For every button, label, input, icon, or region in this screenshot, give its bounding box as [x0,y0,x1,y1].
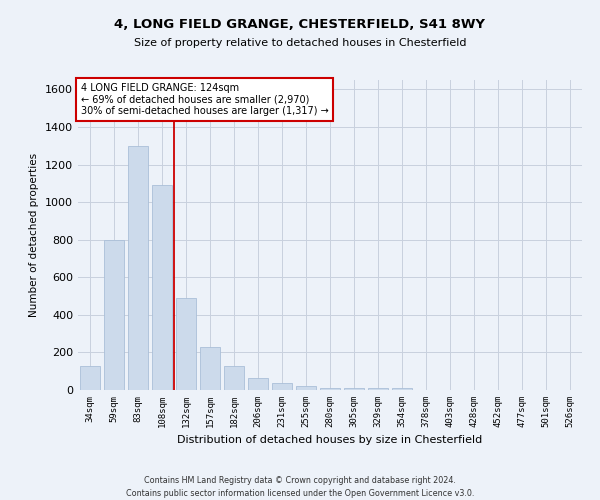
Bar [344,388,364,390]
Text: Size of property relative to detached houses in Chesterfield: Size of property relative to detached ho… [134,38,466,48]
Text: Contains HM Land Registry data © Crown copyright and database right 2024.
Contai: Contains HM Land Registry data © Crown c… [126,476,474,498]
Bar [128,146,148,390]
Bar [200,347,220,390]
Bar [320,388,340,390]
Bar [80,366,100,390]
Text: 4, LONG FIELD GRANGE, CHESTERFIELD, S41 8WY: 4, LONG FIELD GRANGE, CHESTERFIELD, S41 … [115,18,485,30]
Bar [296,386,316,390]
Bar [272,384,292,390]
Text: 4 LONG FIELD GRANGE: 124sqm
← 69% of detached houses are smaller (2,970)
30% of : 4 LONG FIELD GRANGE: 124sqm ← 69% of det… [80,83,328,116]
Bar [392,388,412,390]
Bar [248,378,268,390]
Bar [104,240,124,390]
Bar [368,388,388,390]
Bar [152,185,172,390]
Bar [224,366,244,390]
Y-axis label: Number of detached properties: Number of detached properties [29,153,40,317]
Bar [176,298,196,390]
X-axis label: Distribution of detached houses by size in Chesterfield: Distribution of detached houses by size … [178,436,482,446]
